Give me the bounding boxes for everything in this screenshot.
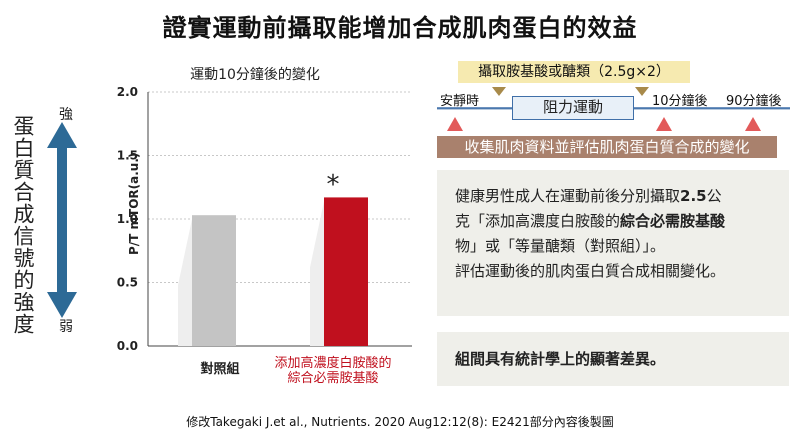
description-box: 健康男性成人在運動前後分別攝取2.5公 克「添加高濃度白胺酸的綜合必需胺基酸 物… [437,170,789,316]
after-10min-label: 10分鐘後 [652,94,708,109]
exercise-label: 阻力運動 [512,96,634,120]
bar [192,215,236,346]
description-line: 評估運動後的肌肉蛋白質合成相關變化。 [455,262,726,280]
rest-label: 安靜時 [440,94,480,109]
intake-marker-icon [635,87,649,96]
intake-marker-icon [492,87,506,96]
desc-text: 健康男性成人在運動前後分別攝取 [455,187,681,205]
desc-bold-text: 2.5 [680,187,707,205]
collect-label: 收集肌肉資料並評估肌肉蛋白質合成的變化 [437,136,777,158]
after-90min-label: 90分鐘後 [726,94,782,109]
description-line: 克「添加高濃度白胺酸的綜合必需胺基酸 [455,209,775,234]
category-label-leucine: 添加高濃度白胺酸的 綜合必需胺基酸 [268,356,398,386]
source-citation: 修改Takegaki J.et al., Nutrients. 2020 Aug… [186,415,614,429]
weak-label: 弱 [59,319,73,335]
y-tick-label: 0.0 [117,339,138,353]
bar [324,197,368,346]
sampling-marker-icon [447,117,463,131]
description-line: 物」或「等量醣類（對照組）」。 [455,237,666,255]
sampling-marker-icon [656,117,672,131]
significance-marker: * [326,170,340,200]
double-arrow-icon [47,122,77,318]
bar-shadow [310,201,324,346]
category-label-control: 對照組 [190,362,250,377]
y-concept-label: 蛋白質合成信號的強度 [11,115,35,335]
y-tick-label: 1.0 [117,212,138,226]
bar-shadow [178,219,192,346]
category-label-line: 添加高濃度白胺酸的 [274,356,392,371]
y-tick-label: 0.5 [117,276,138,290]
desc-text: 公 [706,187,722,205]
category-label-line: 對照組 [200,362,240,377]
y-tick-label: 2.0 [117,85,138,99]
result-box: 組間具有統計學上的顯著差異。 [437,332,789,386]
y-tick-label: 1.5 [117,149,138,163]
chart-title: 運動10分鐘後的變化 [190,67,320,83]
strong-label: 強 [59,107,73,123]
sampling-marker-icon [745,117,761,131]
intake-label: 攝取胺基酸或醣類（2.5g×2） [458,61,690,83]
description-line: 健康男性成人在運動前後分別攝取2.5公 [455,184,775,209]
desc-text: 克「添加高濃度白胺酸的 [455,212,621,230]
page-title: 證實運動前攝取能增加合成肌肉蛋白的效益 [162,13,638,42]
desc-bold-text: 綜合必需胺基酸 [620,212,726,230]
category-label-line: 綜合必需胺基酸 [287,371,379,386]
